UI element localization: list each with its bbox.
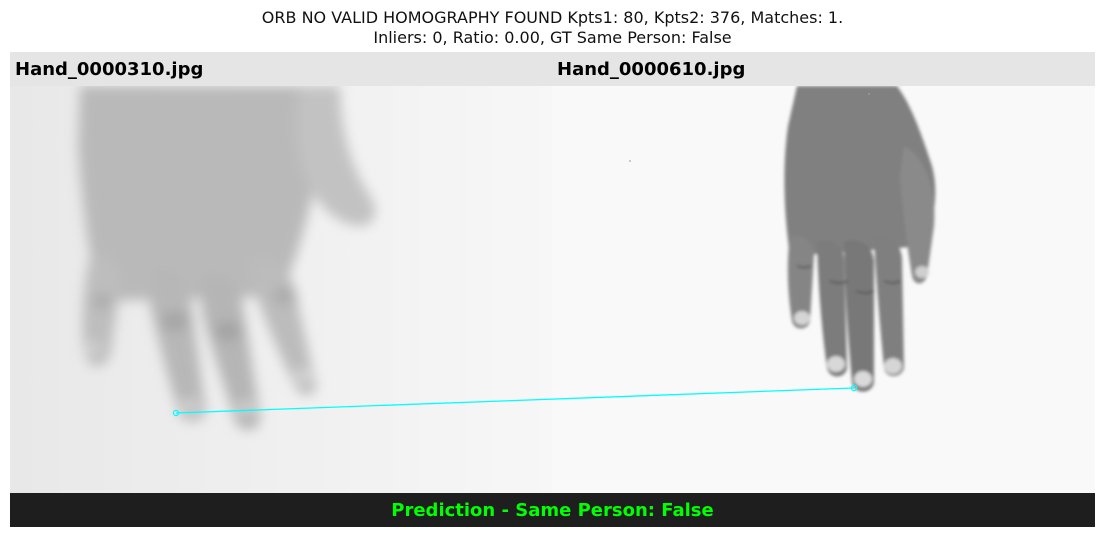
comparison-figure: Hand_0000310.jpg xyxy=(10,52,1095,527)
left-image-panel: Hand_0000310.jpg xyxy=(10,52,552,527)
figure-title: ORB NO VALID HOMOGRAPHY FOUND Kpts1: 80,… xyxy=(0,8,1105,48)
left-hand-photo xyxy=(10,86,552,493)
prediction-bar: Prediction - Same Person: False xyxy=(10,493,1095,527)
right-hand-photo xyxy=(552,86,1095,493)
right-label-bar: Hand_0000610.jpg xyxy=(552,52,1095,86)
right-image-filename: Hand_0000610.jpg xyxy=(557,59,746,80)
title-line-2: Inliers: 0, Ratio: 0.00, GT Same Person:… xyxy=(373,28,732,47)
right-image-panel: Hand_0000610.jpg xyxy=(552,52,1095,527)
left-image-filename: Hand_0000310.jpg xyxy=(15,59,204,80)
title-line-1: ORB NO VALID HOMOGRAPHY FOUND Kpts1: 80,… xyxy=(261,8,844,27)
prediction-text: Prediction - Same Person: False xyxy=(391,500,714,521)
left-label-bar: Hand_0000310.jpg xyxy=(10,52,552,86)
